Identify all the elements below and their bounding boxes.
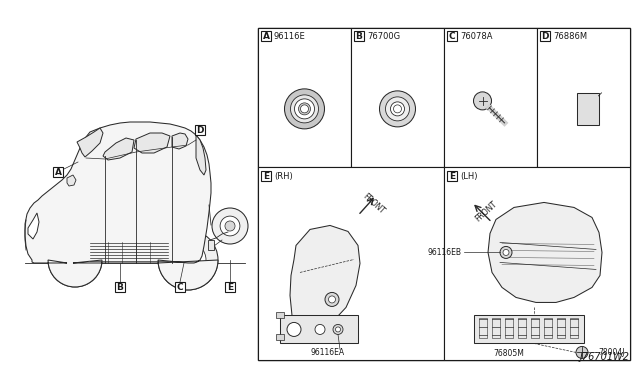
Bar [208,240,214,250]
Bar [175,282,185,292]
Text: 76078A: 76078A [460,32,493,41]
Text: B: B [116,282,124,292]
Circle shape [212,208,248,244]
Bar [544,318,552,339]
Text: 76805M: 76805M [493,349,524,358]
Circle shape [380,91,415,127]
Circle shape [503,250,509,256]
Bar [115,282,125,292]
Bar [444,167,630,360]
Bar [531,318,539,339]
Polygon shape [28,213,39,239]
Bar [53,167,63,177]
Circle shape [67,252,83,268]
Bar [261,171,271,182]
Circle shape [294,99,314,119]
Polygon shape [77,128,103,157]
Circle shape [390,102,404,116]
Circle shape [291,95,319,123]
Circle shape [301,105,308,113]
Circle shape [474,92,492,110]
Text: A: A [54,167,61,176]
Bar [261,31,271,41]
Bar [537,28,630,167]
Circle shape [325,292,339,307]
Bar [479,318,487,339]
Text: 96116EA: 96116EA [311,348,345,357]
Bar [518,318,526,339]
Polygon shape [103,138,134,160]
Polygon shape [67,175,76,186]
Text: C: C [177,282,183,292]
Polygon shape [25,122,218,290]
Bar [505,318,513,339]
Circle shape [500,246,512,259]
Bar [195,125,205,135]
Bar [258,28,351,167]
Text: 76700G: 76700G [367,32,400,41]
Circle shape [315,324,325,334]
Circle shape [576,346,588,359]
Bar [492,318,500,339]
Text: D: D [196,125,204,135]
Text: 96116EB: 96116EB [428,248,462,257]
Bar [276,334,284,340]
Text: 96116E: 96116E [274,32,306,41]
Bar [474,315,584,343]
Text: E: E [227,282,233,292]
Circle shape [394,105,401,113]
Circle shape [333,324,343,334]
Bar [447,31,457,41]
Circle shape [385,97,410,121]
Bar [258,167,444,360]
Text: FRONT: FRONT [361,192,387,215]
Text: (RH): (RH) [274,172,292,181]
Text: C: C [449,32,455,41]
Text: (LH): (LH) [460,172,477,181]
Circle shape [287,323,301,336]
Circle shape [170,242,206,278]
Polygon shape [488,202,602,302]
Polygon shape [196,135,206,175]
Bar [354,31,364,41]
Polygon shape [134,133,170,153]
Circle shape [285,89,324,129]
Text: E: E [449,172,455,181]
Bar [444,28,537,167]
Text: D: D [541,32,548,41]
Text: J76701W2: J76701W2 [580,352,630,362]
Text: 76886M: 76886M [553,32,587,41]
Bar [447,171,457,182]
Circle shape [179,251,197,269]
Circle shape [335,327,340,332]
Text: 78004J: 78004J [598,348,625,357]
Bar [225,282,235,292]
Polygon shape [290,225,360,336]
Circle shape [59,244,92,276]
Bar [276,312,284,318]
Bar [557,318,565,339]
Bar [280,315,358,343]
Bar [577,93,598,125]
Text: FRONT: FRONT [474,199,499,224]
Bar [351,28,444,167]
Bar [540,31,550,41]
Text: E: E [263,172,269,181]
Circle shape [48,233,102,287]
Circle shape [225,221,235,231]
Circle shape [328,296,335,303]
Text: A: A [262,32,269,41]
Circle shape [220,216,240,236]
Text: B: B [356,32,362,41]
Bar [570,318,578,339]
Circle shape [158,230,218,290]
Polygon shape [172,133,188,149]
Circle shape [298,103,310,115]
Bar [258,28,630,360]
